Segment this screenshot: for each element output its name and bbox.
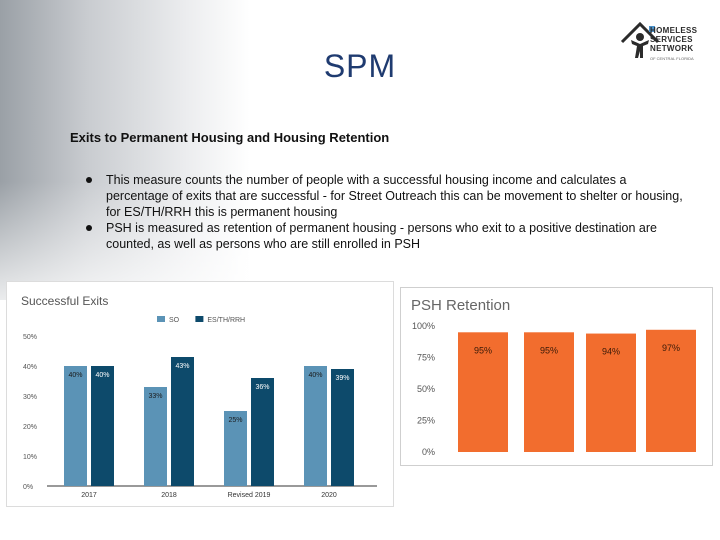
y-tick-label: 40%	[23, 364, 37, 371]
chart-title: PSH Retention	[411, 297, 510, 314]
bar	[224, 411, 247, 486]
bullet-list: This measure counts the number of people…	[86, 172, 686, 252]
logo-tagline: OF CENTRAL FLORIDA	[650, 56, 694, 61]
bar	[524, 332, 574, 452]
section-subtitle: Exits to Permanent Housing and Housing R…	[70, 130, 390, 145]
legend-label: SO	[169, 317, 180, 324]
bar-data-label: 94%	[602, 347, 620, 357]
bullet-item: PSH is measured as retention of permanen…	[86, 220, 686, 252]
logo-line: SERVICES	[650, 35, 693, 44]
logo-line: NETWORK	[650, 44, 694, 53]
bar	[458, 332, 508, 452]
bar	[64, 366, 87, 486]
chart-title: Successful Exits	[21, 294, 108, 308]
page-title: SPM	[323, 48, 397, 84]
bar-data-label: 95%	[474, 345, 492, 355]
x-tick-label: 2018	[161, 492, 177, 499]
bar	[91, 366, 114, 486]
y-tick-label: 50%	[417, 384, 435, 394]
bar-data-label: 43%	[175, 363, 189, 370]
legend-swatch	[195, 316, 204, 322]
bar-data-label: 36%	[255, 384, 269, 391]
bar	[304, 366, 327, 486]
legend-label: ES/TH/RRH	[207, 317, 245, 324]
bar	[586, 333, 636, 452]
house-person-icon	[620, 21, 660, 58]
bar-data-label: 25%	[228, 417, 242, 424]
bar	[331, 369, 354, 486]
y-tick-label: 10%	[23, 454, 37, 461]
background-fade	[0, 0, 720, 330]
y-tick-label: 0%	[23, 484, 33, 491]
bar-data-label: 39%	[335, 375, 349, 382]
x-tick-label: 2020	[321, 492, 337, 499]
bar	[144, 387, 167, 486]
psh-retention-svg: PSH Retention 0% 25% 50% 75% 100% 95% 95% 94% 97%	[411, 297, 696, 457]
psh-retention-chart: PSH Retention 0% 25% 50% 75% 100% 95% 95% 94% 97%	[400, 287, 713, 466]
successful-exits-chart: Successful Exits SO ES/TH/RRH 0% 10% 20% 30% 40…	[6, 281, 394, 507]
bar-data-label: 40%	[95, 372, 109, 379]
bullet-item: This measure counts the number of people…	[86, 172, 686, 220]
y-tick-label: 20%	[23, 424, 37, 431]
y-tick-label: 0%	[422, 447, 435, 457]
x-tick-label: 2017	[81, 492, 97, 499]
bar-data-label: 97%	[662, 343, 680, 353]
y-tick-label: 75%	[417, 353, 435, 363]
y-tick-label: 100%	[412, 321, 435, 331]
bar-data-label: 40%	[308, 372, 322, 379]
x-tick-label: Revised 2019	[228, 492, 271, 499]
successful-exits-svg: Successful Exits SO ES/TH/RRH 0% 10% 20% 30% 40…	[21, 294, 377, 499]
y-tick-label: 25%	[417, 416, 435, 426]
y-tick-label: 30%	[23, 394, 37, 401]
bar	[171, 357, 194, 486]
bar	[251, 378, 274, 486]
legend-swatch	[157, 316, 165, 322]
logo-line: HOMELESS	[650, 26, 698, 35]
y-tick-label: 50%	[23, 334, 37, 341]
bar	[646, 329, 696, 452]
bar-data-label: 33%	[148, 393, 162, 400]
logo-text: HOMELESS SERVICES NETWORK	[650, 26, 697, 53]
bar-data-label: 95%	[540, 345, 558, 355]
bar-data-label: 40%	[68, 372, 82, 379]
